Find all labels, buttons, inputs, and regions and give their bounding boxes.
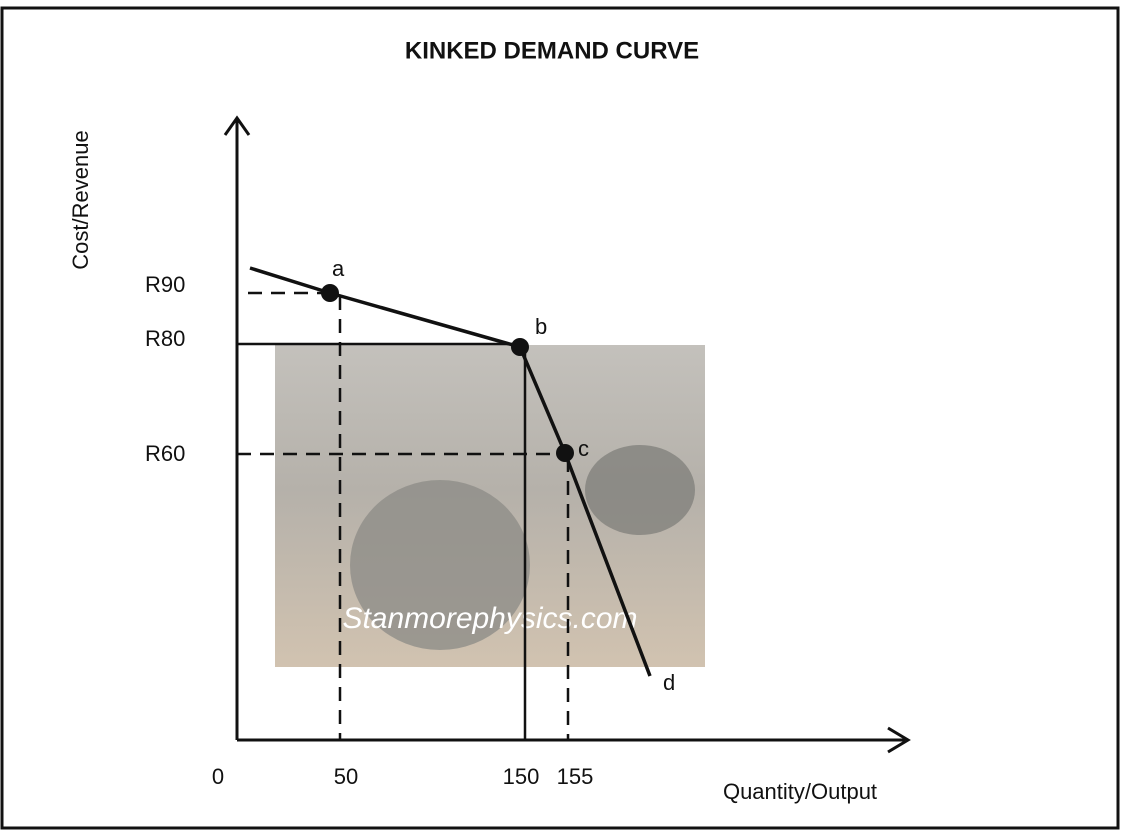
pot	[585, 445, 695, 535]
watermark-text: Stanmorephysics.com	[342, 602, 637, 635]
diagram: KINKED DEMAND CURVE Stanmorephysics.com …	[0, 0, 1123, 833]
title: KINKED DEMAND CURVE	[405, 37, 699, 64]
point	[321, 284, 339, 302]
x-tick-label: 0	[212, 764, 224, 789]
point	[511, 338, 529, 356]
point-label: a	[332, 256, 345, 281]
x-axis-label: Quantity/Output	[723, 779, 877, 804]
point-label: c	[578, 436, 589, 461]
x-tick-label: 50	[334, 764, 358, 789]
x-tick-label: 155	[557, 764, 594, 789]
y-axis	[225, 118, 249, 740]
point	[556, 444, 574, 462]
y-tick-label: R80	[145, 326, 185, 351]
x-axis	[237, 728, 908, 752]
y-tick-label: R60	[145, 441, 185, 466]
y-tick-label: R90	[145, 272, 185, 297]
y-axis-label: Cost/Revenue	[68, 130, 93, 269]
x-tick-label: 150	[503, 764, 540, 789]
point-label: b	[535, 314, 547, 339]
point-label: d	[663, 670, 675, 695]
